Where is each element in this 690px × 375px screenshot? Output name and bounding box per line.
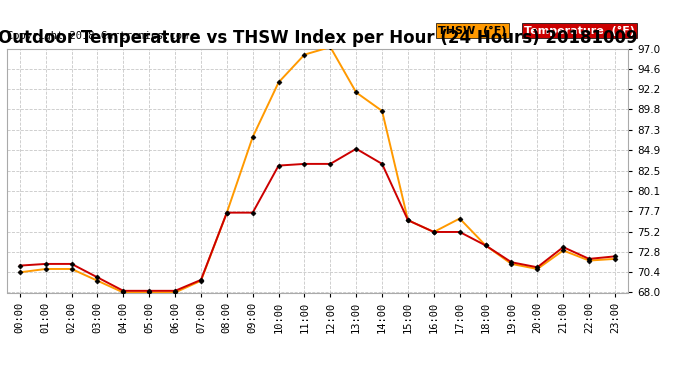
- Text: Temperature  (°F): Temperature (°F): [524, 26, 635, 36]
- Text: THSW  (°F): THSW (°F): [439, 26, 507, 36]
- Title: Outdoor Temperature vs THSW Index per Hour (24 Hours) 20181009: Outdoor Temperature vs THSW Index per Ho…: [0, 29, 637, 47]
- Text: Copyright 2018 Cartronics.com: Copyright 2018 Cartronics.com: [7, 32, 188, 41]
